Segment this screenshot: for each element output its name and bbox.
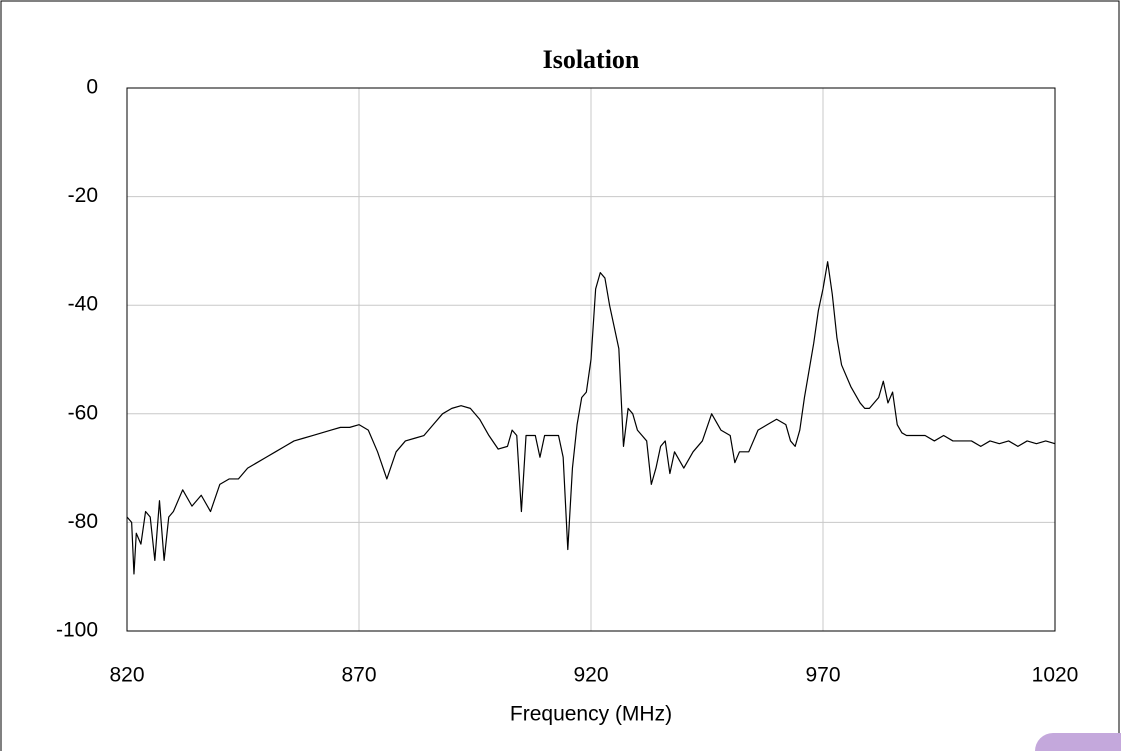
y-tick-label: -20 (68, 184, 98, 207)
y-tick-label: -100 (56, 619, 98, 642)
plot-area (126, 87, 1056, 632)
x-tick-label: 870 (341, 664, 376, 687)
x-axis-label: Frequency (MHz) (510, 703, 672, 726)
data-line (126, 261, 1056, 575)
chart-title: Isolation (543, 45, 640, 74)
x-tick-label: 970 (805, 664, 840, 687)
x-tick-label: 920 (573, 664, 608, 687)
corner-badge (1035, 733, 1121, 756)
y-tick-label: -60 (68, 401, 98, 424)
y-tick-label: 0 (86, 76, 98, 99)
y-tick-label: -80 (68, 510, 98, 533)
y-tick-label: -40 (68, 293, 98, 316)
x-tick-label: 1020 (1032, 664, 1079, 687)
x-tick-label: 820 (109, 664, 144, 687)
